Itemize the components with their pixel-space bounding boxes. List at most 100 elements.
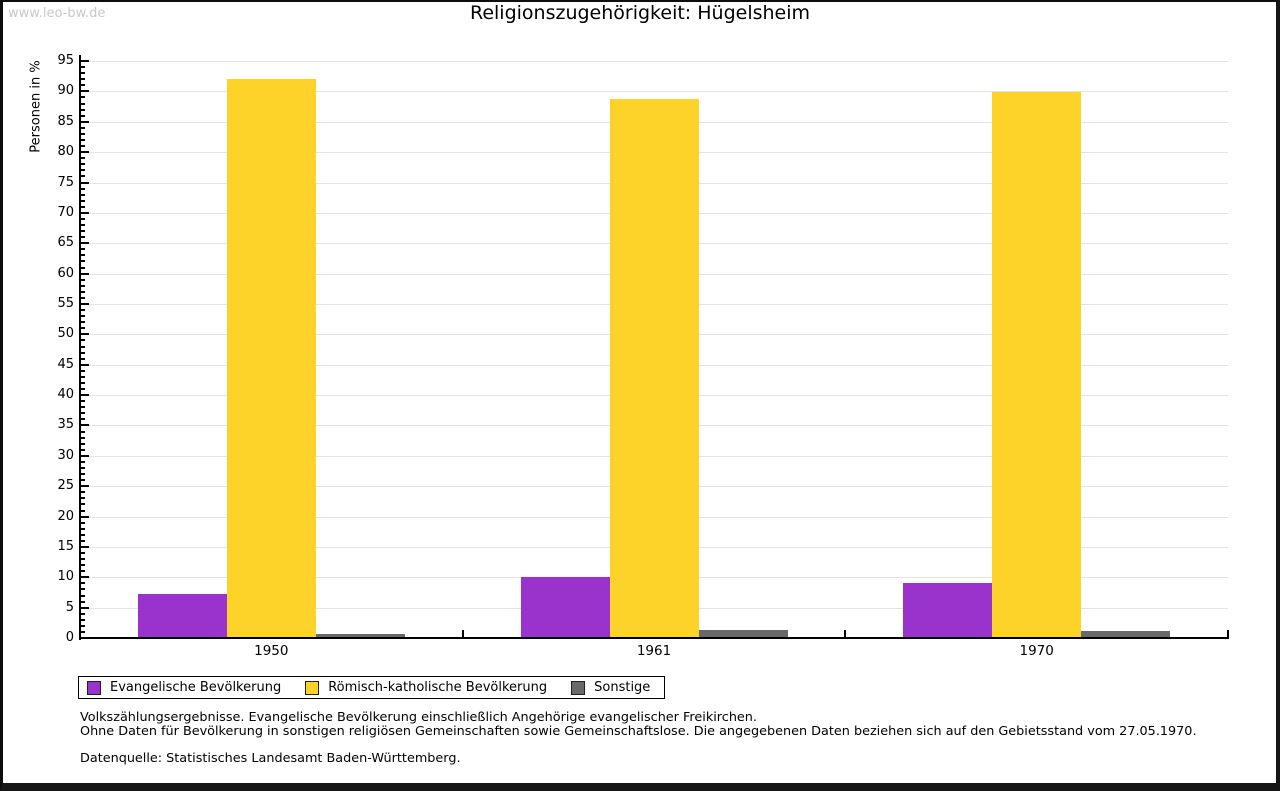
y-minor-tick — [81, 108, 85, 111]
y-minor-tick — [81, 139, 85, 141]
y-minor-tick — [81, 436, 85, 439]
x-category-label: 1950 — [254, 643, 289, 659]
y-minor-tick — [81, 351, 85, 354]
y-major-tick — [81, 485, 89, 488]
y-minor-tick — [81, 442, 85, 445]
y-minor-tick — [81, 278, 85, 281]
y-minor-tick — [81, 224, 85, 226]
y-minor-tick — [81, 290, 85, 293]
y-minor-tick — [81, 175, 85, 178]
y-minor-tick — [81, 521, 85, 524]
y-major-tick — [81, 606, 89, 609]
gridline-90 — [80, 91, 1228, 93]
y-minor-tick — [81, 327, 85, 330]
x-axis-line — [79, 637, 1229, 639]
y-minor-tick — [81, 497, 85, 500]
y-minor-tick — [81, 321, 85, 324]
y-major-tick — [81, 211, 89, 214]
y-major-tick — [81, 545, 89, 548]
bar-1950-katholisch — [226, 79, 316, 638]
legend-item-sonstige: Sonstige — [571, 680, 650, 695]
y-minor-tick — [81, 539, 85, 542]
y-minor-tick — [81, 582, 85, 585]
legend-label: Römisch-katholische Bevölkerung — [328, 680, 548, 695]
bar-1961-katholisch — [609, 99, 699, 638]
y-tick-label: 75 — [57, 174, 74, 190]
y-minor-tick — [81, 624, 85, 627]
y-minor-tick — [81, 388, 85, 390]
y-minor-tick — [81, 503, 85, 506]
y-minor-tick — [81, 96, 85, 99]
source-line: Datenquelle: Statistisches Landesamt Bad… — [80, 751, 461, 766]
y-major-tick — [81, 394, 89, 397]
y-major-tick — [81, 424, 89, 427]
y-minor-tick — [81, 600, 85, 603]
y-minor-tick — [81, 412, 85, 415]
y-tick-label: 80 — [57, 144, 74, 160]
watermark: www.leo-bw.de — [8, 6, 106, 21]
y-minor-tick — [81, 205, 85, 208]
y-minor-tick — [81, 491, 85, 494]
y-minor-tick — [81, 460, 85, 463]
y-minor-tick — [81, 400, 85, 403]
y-minor-tick — [81, 564, 85, 567]
legend-label: Evangelische Bevölkerung — [110, 680, 282, 695]
y-tick-label: 40 — [57, 387, 74, 403]
y-tick-label: 90 — [57, 83, 74, 99]
y-tick-label: 15 — [57, 538, 74, 554]
legend-box: Evangelische Bevölkerung Römisch-katholis… — [78, 676, 666, 699]
y-minor-tick — [81, 309, 85, 311]
y-minor-tick — [81, 169, 85, 172]
y-minor-tick — [81, 552, 85, 554]
y-minor-tick — [81, 381, 85, 384]
y-minor-tick — [81, 78, 85, 81]
y-minor-tick — [81, 217, 85, 220]
y-tick-label: 30 — [57, 447, 74, 463]
y-axis-line — [79, 55, 81, 640]
footnote-line-2: Ohne Daten für Bevölkerung in sonstigen … — [80, 724, 1197, 740]
y-minor-tick — [81, 594, 85, 597]
y-major-tick — [81, 90, 89, 93]
y-minor-tick — [81, 339, 85, 342]
y-tick-label: 10 — [57, 569, 74, 585]
y-minor-tick — [81, 236, 85, 239]
y-tick-label: 55 — [57, 295, 74, 311]
bar-1961-evangelisch — [520, 577, 610, 638]
bar-1950-sonstige — [315, 633, 405, 638]
y-minor-tick — [81, 145, 85, 147]
y-minor-tick — [81, 296, 85, 299]
y-tick-label: 5 — [65, 599, 74, 615]
y-minor-tick — [81, 430, 85, 433]
footnote-line-1: Volkszählungsergebnisse. Evangelische Be… — [80, 710, 757, 725]
y-tick-label: 60 — [57, 265, 74, 281]
y-tick-label: 95 — [57, 53, 74, 68]
y-minor-tick — [81, 66, 85, 69]
y-minor-tick — [81, 260, 85, 263]
y-minor-tick — [81, 248, 85, 251]
y-minor-tick — [81, 630, 85, 633]
y-minor-tick — [81, 315, 85, 318]
y-tick-label: 20 — [57, 508, 74, 524]
legend-item-katholisch: Römisch-katholische Bevölkerung — [305, 680, 547, 695]
y-major-tick — [81, 515, 89, 518]
y-tick-label: 45 — [57, 356, 74, 372]
y-minor-tick — [81, 230, 85, 233]
y-major-tick — [81, 333, 89, 336]
bar-1970-sonstige — [1081, 631, 1171, 638]
y-minor-tick — [81, 558, 85, 560]
y-tick-label: 50 — [57, 326, 74, 342]
y-tick-label: 0 — [65, 630, 74, 645]
y-axis-title: Personen in % — [28, 60, 44, 153]
y-tick-label: 70 — [57, 204, 74, 220]
y-minor-tick — [81, 199, 85, 202]
y-major-tick — [81, 363, 89, 366]
footnotes: Volkszählungsergebnisse. Evangelische Be… — [80, 710, 1197, 740]
y-minor-tick — [81, 157, 85, 160]
y-minor-tick — [81, 618, 85, 621]
y-major-tick — [81, 120, 89, 123]
y-minor-tick — [81, 254, 85, 257]
y-minor-tick — [81, 406, 85, 409]
y-minor-tick — [81, 369, 85, 372]
